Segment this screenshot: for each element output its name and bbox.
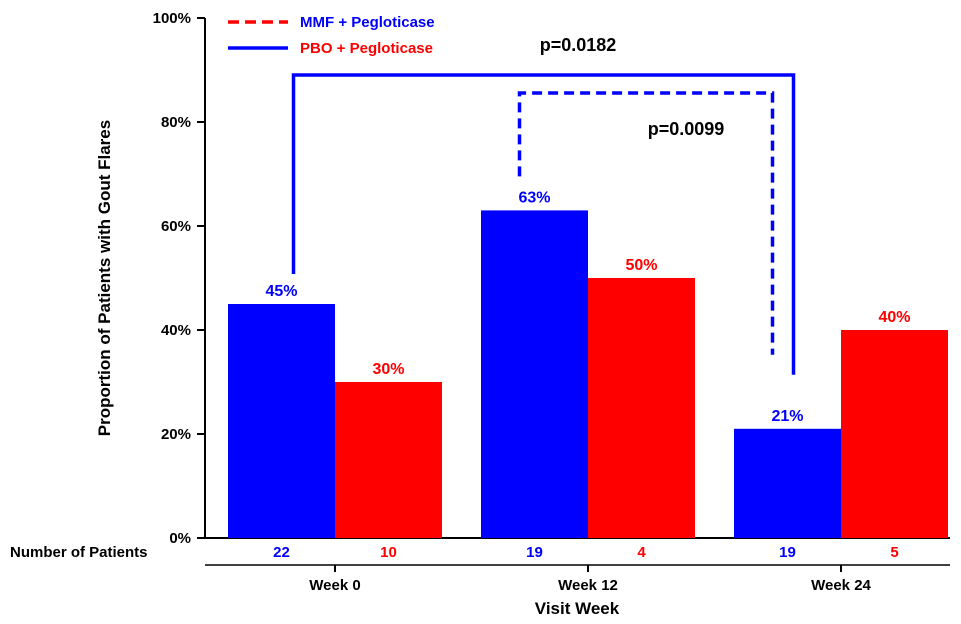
x-category-labels: Week 0 Week 12 Week 24	[309, 565, 872, 594]
y-tick-label: 100%	[153, 10, 191, 27]
bar-pbo-0	[228, 304, 335, 538]
patient-count: 4	[637, 544, 646, 561]
significance-brackets: p=0.0182 p=0.0099	[291, 35, 796, 375]
patient-count: 10	[380, 544, 397, 561]
legend-label: MMF + Pegloticase	[300, 14, 435, 31]
y-tick-label: 40%	[161, 322, 191, 339]
data-label: 30%	[372, 361, 404, 378]
patient-count: 19	[779, 544, 796, 561]
bar-mmf-2	[841, 330, 948, 538]
bars: 45% 63% 21% 30% 50% 40%	[228, 189, 948, 538]
legend: MMF + Pegloticase PBO + Pegloticase	[228, 14, 435, 57]
patient-count: 19	[526, 544, 543, 561]
patient-count: 22	[273, 544, 290, 561]
x-category-label: Week 24	[811, 577, 871, 594]
y-tick-label: 80%	[161, 114, 191, 131]
x-category-label: Week 0	[309, 577, 360, 594]
y-tick-label: 20%	[161, 426, 191, 443]
patient-row-label: Number of Patients	[10, 544, 148, 561]
patient-counts-row: Number of Patients 22 19 19 10 4 5	[10, 544, 899, 561]
y-tick-label: 60%	[161, 218, 191, 235]
data-label: 63%	[518, 189, 550, 206]
data-label: 40%	[878, 309, 910, 326]
bar-mmf-0	[335, 382, 442, 538]
legend-label: PBO + Pegloticase	[300, 40, 433, 57]
x-axis-title: Visit Week	[535, 599, 620, 618]
y-ticks: 0% 20% 40% 60% 80% 100%	[153, 10, 205, 547]
y-axis-title: Proportion of Patients with Gout Flares	[95, 120, 114, 436]
x-category-label: Week 12	[558, 577, 618, 594]
bar-mmf-1	[588, 278, 695, 538]
data-label: 21%	[771, 408, 803, 425]
bar-pbo-2	[734, 428, 841, 538]
bar-pbo-1	[481, 210, 588, 538]
y-tick-label: 0%	[169, 530, 191, 547]
significance-bracket	[517, 91, 775, 355]
data-label: 45%	[265, 283, 297, 300]
data-label: 50%	[625, 257, 657, 274]
p-value-label: p=0.0182	[540, 35, 617, 55]
patient-count: 5	[890, 544, 898, 561]
p-value-label: p=0.0099	[648, 119, 725, 139]
significance-bracket	[291, 73, 796, 375]
